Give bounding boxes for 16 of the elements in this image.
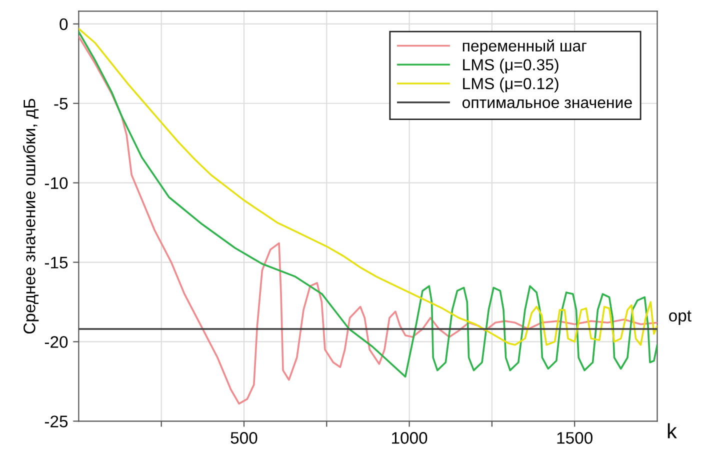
legend-label: LMS (μ=0.35): [463, 58, 558, 74]
annotation: opt: [669, 310, 692, 325]
y-tick-label: -5: [54, 98, 68, 110]
y-tick-label: 0: [60, 18, 68, 30]
legend-label: оптимальное значение: [462, 99, 632, 108]
x-tick-label: 1500: [557, 432, 592, 444]
legend-label: LMS (μ=0.12): [463, 78, 558, 92]
y-tick-label: -25: [44, 416, 68, 428]
y-tick-label: -20: [44, 336, 68, 348]
x-tick-label: 500: [230, 432, 258, 444]
x-axis-title: k: [668, 423, 677, 438]
y-axis-title: Среднее значение ошибки, дБ: [22, 98, 39, 334]
y-tick-label: -15: [44, 256, 68, 268]
x-tick-label: 1000: [392, 432, 428, 444]
y-tick-label: -10: [44, 177, 68, 190]
legend-label: переменный шаг: [462, 39, 587, 55]
